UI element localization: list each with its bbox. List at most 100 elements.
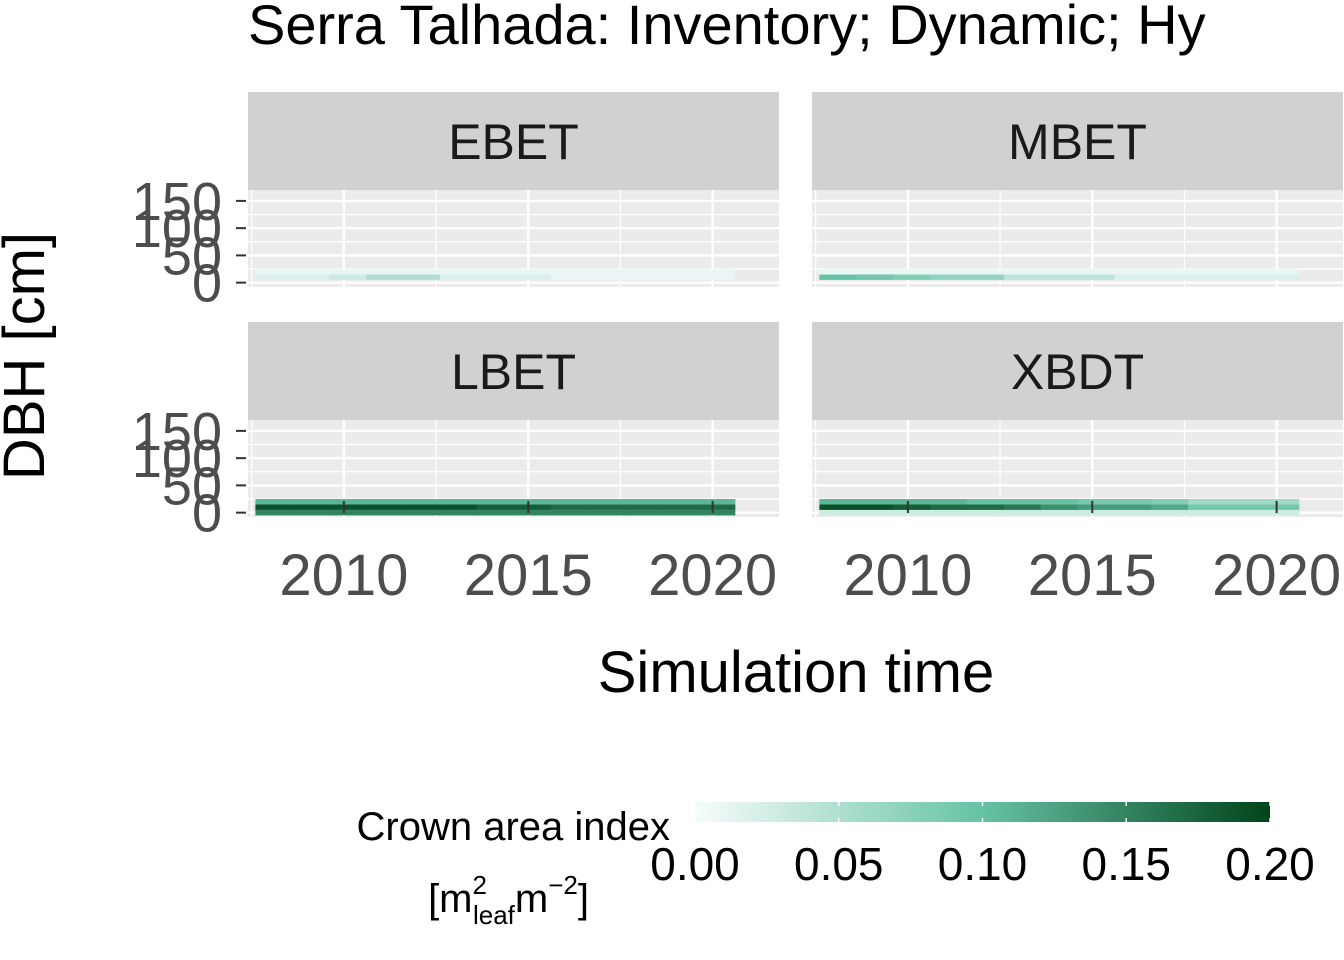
heatmap-tile (966, 499, 1005, 505)
heatmap-tile (513, 509, 551, 516)
heatmap-tile (1077, 504, 1115, 510)
heatmap-tile (476, 269, 515, 275)
heatmap-tile (550, 499, 588, 505)
heatmap-tile (1114, 274, 1152, 280)
heatmap-tile (624, 504, 662, 510)
heatmap-tile (402, 509, 441, 516)
x-tick-label: 2010 (279, 543, 408, 608)
heatmap-tile (1003, 274, 1042, 280)
heatmap-tile (550, 504, 588, 510)
heatmap-tile (366, 504, 404, 510)
y-tick-label: 150 (132, 402, 222, 462)
heatmap-tile (1040, 504, 1079, 510)
heatmap-tile (476, 509, 515, 516)
heatmap-tile (1188, 269, 1226, 275)
facet-strip (812, 92, 1343, 190)
heatmap-tile (292, 499, 330, 505)
heatmap-tile (329, 499, 367, 505)
heatmap-tile (550, 274, 588, 280)
heatmap-tile (624, 509, 662, 516)
heatmap-tile (966, 509, 1005, 516)
heatmap-tile (439, 269, 478, 275)
heatmap-tile (1225, 499, 1263, 505)
heatmap-tile (819, 509, 857, 516)
legend-title: Crown area index (357, 805, 671, 849)
heatmap-tile (513, 504, 551, 510)
y-tick-label: 150 (132, 172, 222, 232)
heatmap-tile (661, 509, 699, 516)
heatmap-tile (1003, 499, 1042, 505)
heatmap-tile (1188, 504, 1226, 510)
heatmap-tile (1225, 504, 1263, 510)
heatmap-tile (856, 269, 894, 275)
heatmap-tile (1225, 274, 1263, 280)
x-tick-label: 2020 (1212, 543, 1341, 608)
heatmap-tile (1151, 509, 1189, 516)
heatmap-tile (476, 274, 515, 280)
facet-strip (248, 322, 779, 420)
heatmap-tile (587, 504, 625, 510)
legend-ticks: 0.00 0.05 0.10 0.15 0.20 (650, 802, 1315, 890)
heatmap-tile (1225, 269, 1263, 275)
heatmap-tile (930, 269, 968, 275)
heatmap-tile (292, 509, 330, 516)
heatmap-tile (966, 274, 1005, 280)
y-tick-label: 0 (192, 484, 222, 544)
heatmap-tile (292, 274, 330, 280)
y-tick-label: 50 (162, 226, 222, 286)
heatmap-tile (893, 274, 931, 280)
legend-unit: [m2 leafm−2] (428, 870, 589, 930)
heatmap-tile (930, 509, 968, 516)
heatmap-tile (856, 499, 894, 505)
y-axis-title: DBH [cm] (0, 232, 57, 480)
heatmap-tile (856, 274, 894, 280)
heatmap-tile (255, 509, 293, 516)
heatmap-tile (856, 509, 894, 516)
heatmap-tile (439, 504, 478, 510)
heatmap-tile (476, 504, 515, 510)
heatmap-tile (366, 509, 404, 516)
heatmap-tile (329, 274, 367, 280)
heatmap-tile (587, 509, 625, 516)
heatmap-tile (255, 269, 293, 275)
heatmap-tile (624, 269, 662, 275)
heatmap-tile (1040, 269, 1079, 275)
legend-unit-prefix: [m (428, 877, 472, 921)
heatmap-tile (1040, 499, 1079, 505)
heatmap-tile (1114, 269, 1152, 275)
heatmap-tile (513, 269, 551, 275)
heatmap-tile (513, 499, 551, 505)
heatmap-tile (587, 269, 625, 275)
heatmap-tile (819, 269, 857, 275)
heatmap-tile (292, 504, 330, 510)
heatmap-tile (930, 504, 968, 510)
heatmap-tile (966, 269, 1005, 275)
heatmap-tile (697, 269, 736, 275)
heatmap-tile (819, 499, 857, 505)
heatmap-tile (624, 499, 662, 505)
heatmap-tile (1151, 269, 1189, 275)
heatmap-tile (292, 269, 330, 275)
heatmap-tile (1114, 509, 1152, 516)
heatmap-tile (930, 274, 968, 280)
facet-strip-label: LBET (451, 344, 576, 400)
heatmap-tile (1188, 499, 1226, 505)
heatmap-tile (624, 274, 662, 280)
heatmap-tile (402, 504, 441, 510)
heatmap-tile (1003, 509, 1042, 516)
heatmap-tile (893, 269, 931, 275)
legend-tick-label: 0.05 (794, 838, 884, 890)
heatmap-tile (1003, 269, 1042, 275)
heatmap-tile (550, 509, 588, 516)
heatmap-tile (402, 499, 441, 505)
heatmap-tile (439, 509, 478, 516)
heatmap-tile (893, 499, 931, 505)
heatmap-tile (329, 509, 367, 516)
heatmap-tile (1151, 504, 1189, 510)
heatmap-tile (1077, 274, 1115, 280)
heatmap-tile (255, 499, 293, 505)
heatmap-tile (1114, 499, 1152, 505)
